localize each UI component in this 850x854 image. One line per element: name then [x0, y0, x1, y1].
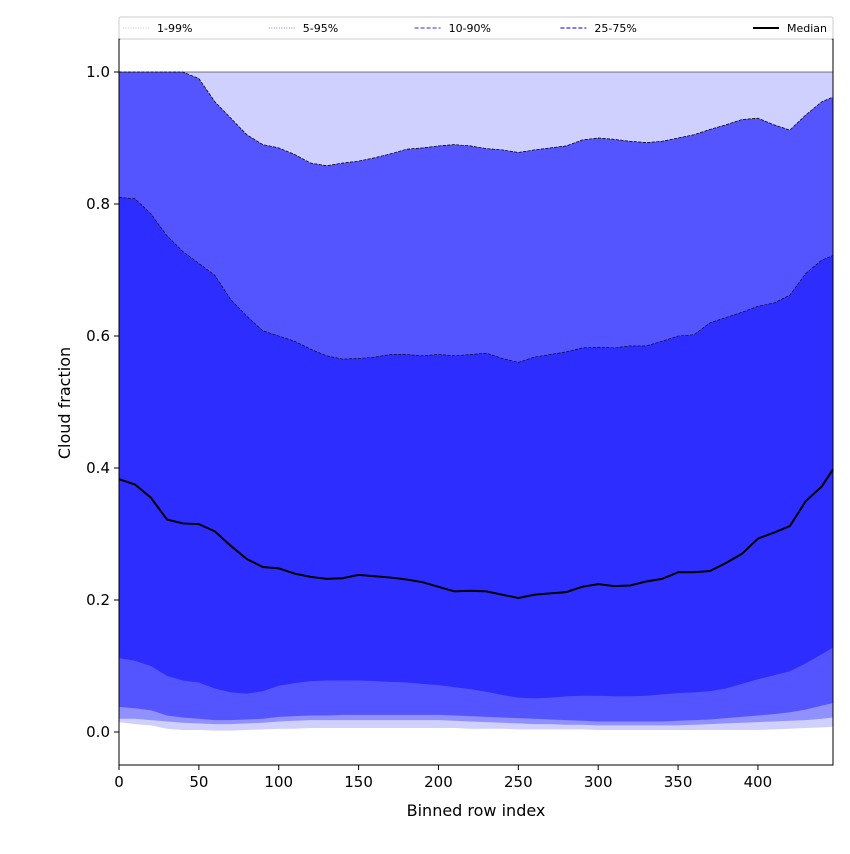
y-tick-label: 0.8	[86, 195, 110, 213]
legend-box	[118, 16, 834, 40]
x-tick-label: 150	[344, 773, 373, 791]
x-tick-label: 250	[504, 773, 533, 791]
x-axis-label: Binned row index	[407, 801, 546, 820]
x-tick-label: 0	[114, 773, 124, 791]
y-tick-label: 0.0	[86, 723, 110, 741]
legend-label-25-75: 25-75%	[594, 22, 636, 35]
band-25-75	[119, 197, 833, 699]
x-tick-label: 350	[664, 773, 693, 791]
percentile-bands	[119, 72, 833, 731]
median-line-group	[118, 468, 834, 600]
y-tick-label: 0.4	[86, 459, 110, 477]
y-tick-label: 1.0	[86, 63, 110, 81]
x-tick-label: 50	[189, 773, 208, 791]
x-tick-label: 300	[584, 773, 613, 791]
y-tick-label: 0.2	[86, 591, 110, 609]
x-tick-label: 100	[264, 773, 293, 791]
x-tick-label: 400	[744, 773, 773, 791]
band-edge-25-75-upper	[118, 197, 834, 363]
legend: 1-99% 5-95% 10-90% 25-75% Median	[118, 16, 834, 40]
legend-label-5-95: 5-95%	[303, 22, 338, 35]
y-tick-label: 0.6	[86, 327, 110, 345]
legend-label-10-90: 10-90%	[449, 22, 491, 35]
legend-label-median: Median	[787, 22, 827, 35]
legend-label-1-99: 1-99%	[157, 22, 192, 35]
x-tick-label: 200	[424, 773, 453, 791]
y-axis-label: Cloud fraction	[55, 347, 74, 459]
median-line	[118, 468, 834, 600]
band-edge-lines	[118, 71, 834, 363]
band-edge-10-90-upper	[119, 71, 834, 167]
